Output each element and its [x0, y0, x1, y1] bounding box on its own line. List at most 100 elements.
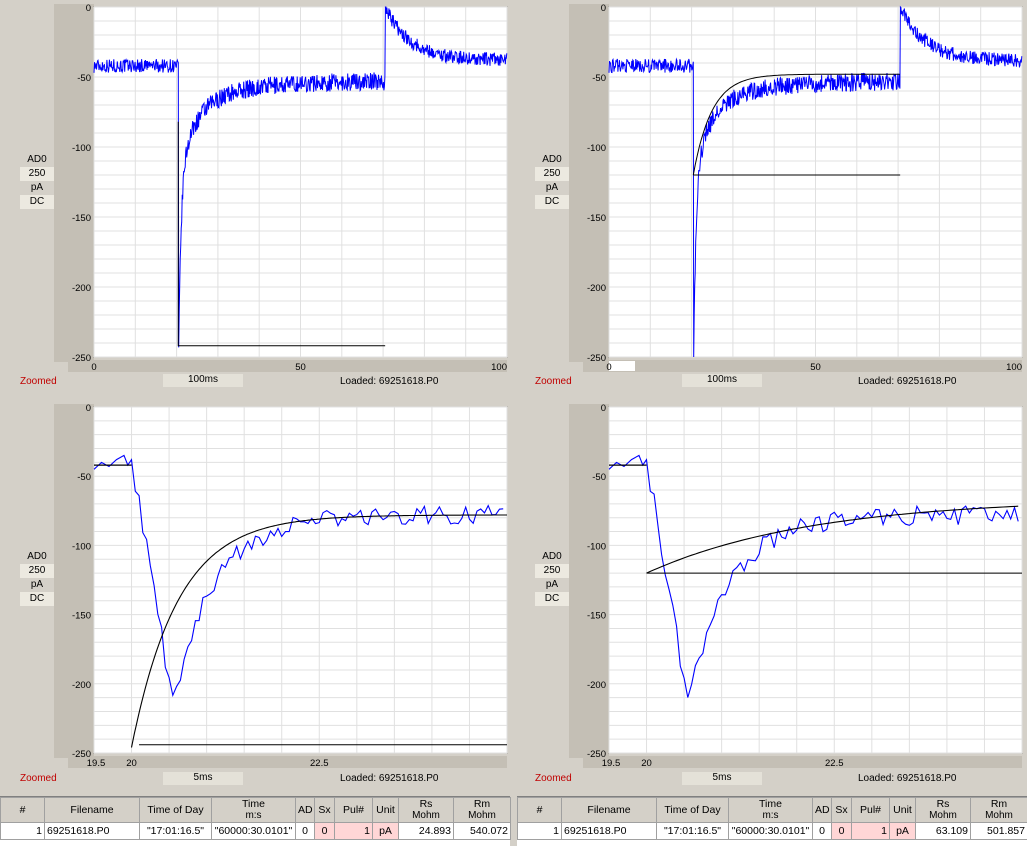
- loaded-file-label: Loaded: 69251618.P0: [858, 773, 956, 784]
- x-tick-label: 0: [606, 362, 611, 373]
- cell-time[interactable]: "60000:30.0101": [729, 823, 813, 840]
- y-tick-label: -100: [587, 541, 606, 552]
- x-tick-label: 19.5: [87, 758, 106, 769]
- x-tick-label: 50: [295, 362, 306, 373]
- y-tick-label: -250: [587, 353, 606, 364]
- timebase-label: 5ms: [163, 772, 243, 785]
- y-tick-label: -150: [587, 213, 606, 224]
- cell-rs[interactable]: 24.893: [399, 823, 454, 840]
- zoomed-label: Zoomed: [535, 773, 572, 784]
- y-tick-label: -150: [72, 213, 91, 224]
- cell-unit[interactable]: pA: [373, 823, 399, 840]
- col-header[interactable]: #: [518, 798, 562, 823]
- y-tick-label: 0: [601, 403, 606, 414]
- zoomed-label: Zoomed: [20, 773, 57, 784]
- cell-time-of-day[interactable]: "17:01:16.5": [140, 823, 212, 840]
- y-tick-label: -200: [72, 283, 91, 294]
- col-header[interactable]: AD: [296, 798, 315, 823]
- table-row[interactable]: 1 69251618.P0 "17:01:16.5" "60000:30.010…: [518, 823, 1027, 840]
- y-tick-label: -100: [72, 143, 91, 154]
- loaded-file-label: Loaded: 69251618.P0: [340, 376, 438, 387]
- cell-time[interactable]: "60000:30.0101": [212, 823, 296, 840]
- y-tick-label: -50: [77, 472, 91, 483]
- cell-filename[interactable]: 69251618.P0: [562, 823, 657, 840]
- y-tick-label: -50: [77, 73, 91, 84]
- x-tick-label: 22.5: [825, 758, 844, 769]
- cell-rm[interactable]: 540.072: [454, 823, 511, 840]
- x-axis-strip: [68, 360, 507, 372]
- cell-ad[interactable]: 0: [813, 823, 832, 840]
- col-header[interactable]: Sx: [832, 798, 852, 823]
- y-tick-label: -100: [72, 541, 91, 552]
- cell-pulse[interactable]: 1: [335, 823, 373, 840]
- col-header[interactable]: Filename: [45, 798, 140, 823]
- x-tick-label: 100: [491, 362, 507, 373]
- y-axis-strip: [569, 404, 609, 758]
- cell-time-of-day[interactable]: "17:01:16.5": [657, 823, 729, 840]
- y-tick-label: -200: [587, 680, 606, 691]
- cell-index[interactable]: 1: [518, 823, 562, 840]
- timebase-label: 100ms: [163, 374, 243, 387]
- y-axis-strip: [569, 4, 609, 362]
- zoomed-label: Zoomed: [535, 376, 572, 387]
- cell-sx[interactable]: 0: [832, 823, 852, 840]
- col-header[interactable]: AD: [813, 798, 832, 823]
- y-axis-strip: [54, 404, 94, 758]
- table-row[interactable]: 1 69251618.P0 "17:01:16.5" "60000:30.010…: [1, 823, 511, 840]
- timebase-label: 100ms: [682, 374, 762, 387]
- x-tick-label: 20: [641, 758, 652, 769]
- cell-pulse[interactable]: 1: [852, 823, 890, 840]
- cell-unit[interactable]: pA: [890, 823, 916, 840]
- x-scroll-box: [609, 361, 635, 371]
- col-header[interactable]: Unit: [890, 798, 916, 823]
- col-header[interactable]: Pul#: [335, 798, 373, 823]
- col-header[interactable]: Filename: [562, 798, 657, 823]
- cell-index[interactable]: 1: [1, 823, 45, 840]
- x-tick-label: 19.5: [602, 758, 621, 769]
- y-tick-label: -100: [587, 143, 606, 154]
- y-tick-label: -200: [587, 283, 606, 294]
- x-tick-label: 0: [91, 362, 96, 373]
- x-tick-label: 100: [1006, 362, 1022, 373]
- col-header[interactable]: Time of Day: [657, 798, 729, 823]
- cell-filename[interactable]: 69251618.P0: [45, 823, 140, 840]
- y-tick-label: -150: [587, 611, 606, 622]
- cell-ad[interactable]: 0: [296, 823, 315, 840]
- plot-area: [609, 407, 1022, 753]
- col-header[interactable]: #: [1, 798, 45, 823]
- cell-rs[interactable]: 63.109: [916, 823, 971, 840]
- y-tick-label: 0: [86, 3, 91, 14]
- y-tick-label: -50: [592, 73, 606, 84]
- timebase-label: 5ms: [682, 772, 762, 785]
- col-header[interactable]: Time of Day: [140, 798, 212, 823]
- cell-rm[interactable]: 501.857: [971, 823, 1027, 840]
- loaded-file-label: Loaded: 69251618.P0: [858, 376, 956, 387]
- cell-sx[interactable]: 0: [315, 823, 335, 840]
- col-header[interactable]: Unit: [373, 798, 399, 823]
- plot-area: [94, 407, 507, 753]
- col-header[interactable]: Sx: [315, 798, 335, 823]
- y-tick-label: 0: [601, 3, 606, 14]
- y-tick-label: 0: [86, 403, 91, 414]
- zoomed-label: Zoomed: [20, 376, 57, 387]
- col-header[interactable]: Pul#: [852, 798, 890, 823]
